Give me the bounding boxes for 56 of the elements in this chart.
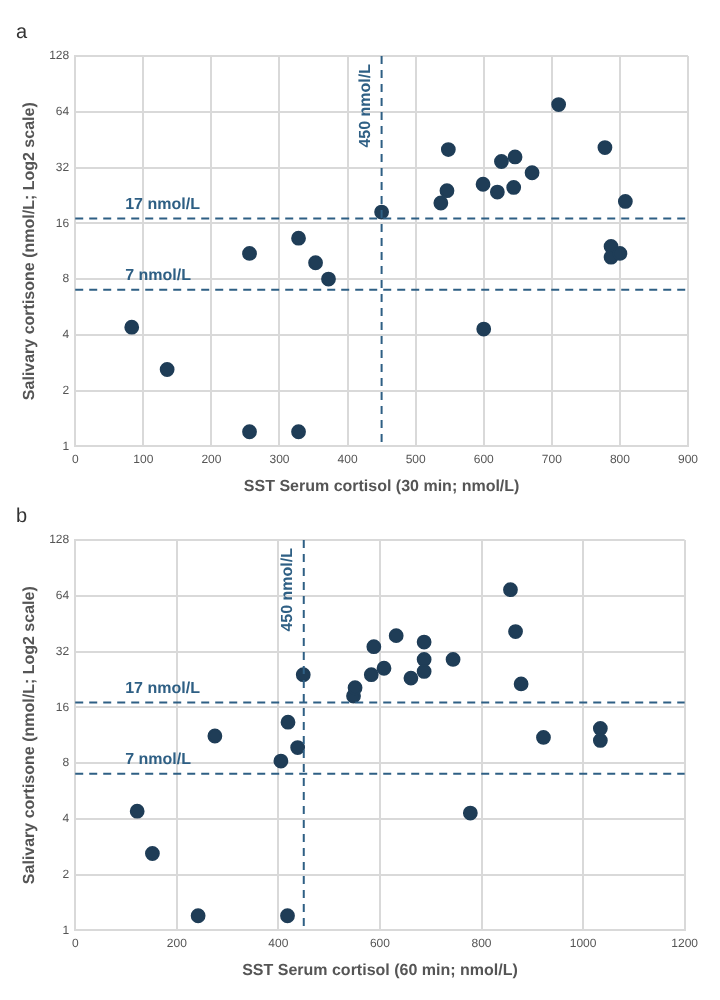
- point: [475, 176, 491, 192]
- point: [242, 424, 257, 440]
- ref-line-label: 7 nmol/L: [125, 266, 192, 285]
- point: [145, 846, 160, 861]
- point: [508, 624, 523, 639]
- point: [242, 246, 257, 261]
- point: [290, 740, 306, 755]
- x-axis-title: SST Serum cortisol (30 min; nmol/L): [243, 476, 521, 495]
- ref-line-label: 450 nmol/L: [356, 63, 375, 148]
- point: [536, 730, 551, 745]
- point: [592, 721, 608, 736]
- y-axis-title: Salivary cortisone (nmol/L; Log2 scale): [20, 101, 39, 401]
- ref-line-label: 17 nmol/L: [125, 678, 201, 697]
- point: [416, 664, 432, 679]
- point: [280, 908, 295, 924]
- point: [524, 165, 540, 181]
- point: [321, 271, 336, 287]
- point: [462, 805, 478, 821]
- point: [433, 195, 449, 211]
- point: [416, 634, 432, 650]
- point: [494, 154, 509, 169]
- ref-line-label: 17 nmol/L: [125, 194, 201, 213]
- point: [503, 582, 518, 598]
- point: [308, 255, 323, 271]
- point: [376, 660, 392, 676]
- point: [476, 321, 492, 337]
- point: [366, 639, 382, 655]
- ref-line-label: 7 nmol/L: [125, 750, 192, 769]
- point: [445, 652, 461, 667]
- chart-title: b: [16, 505, 28, 528]
- point: [291, 230, 306, 246]
- point: [273, 753, 289, 769]
- point: [439, 183, 455, 199]
- point: [592, 733, 608, 748]
- point: [159, 362, 175, 377]
- point: [291, 424, 306, 440]
- point: [363, 667, 379, 683]
- point: [597, 140, 613, 155]
- point: [440, 142, 456, 157]
- ref-line-label: 450 nmol/L: [278, 547, 297, 632]
- point: [513, 676, 529, 692]
- point: [190, 908, 206, 924]
- y-axis-title: Salivary cortisone (nmol/L; Log2 scale): [20, 585, 39, 885]
- point: [551, 97, 567, 112]
- point: [129, 803, 145, 819]
- point: [388, 628, 404, 644]
- chart-title: a: [16, 21, 28, 44]
- point: [506, 180, 522, 195]
- point: [207, 728, 223, 744]
- point: [489, 184, 505, 200]
- point: [124, 319, 140, 335]
- x-axis-title: SST Serum cortisol (60 min; nmol/L): [242, 960, 519, 979]
- point: [617, 194, 633, 209]
- point: [403, 670, 419, 686]
- point: [280, 714, 296, 730]
- point: [507, 149, 523, 165]
